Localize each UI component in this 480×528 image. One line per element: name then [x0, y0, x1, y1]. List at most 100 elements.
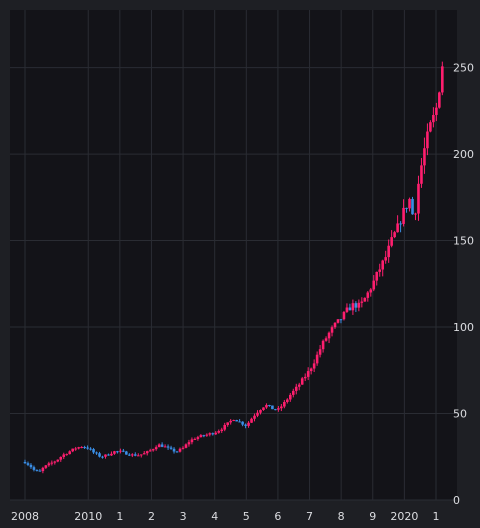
candle-body — [187, 442, 191, 445]
candle-body — [277, 408, 280, 410]
candle-body — [351, 303, 355, 311]
candle-body — [399, 223, 402, 225]
x-tick-label: 9 — [369, 510, 376, 523]
plot-area — [10, 10, 457, 500]
candle-body — [280, 406, 283, 409]
candle-body — [354, 303, 358, 308]
candle-body — [62, 454, 66, 457]
candle-body — [414, 213, 417, 215]
candle-body — [381, 260, 385, 270]
candle-body — [77, 447, 80, 449]
candle-body — [288, 394, 292, 400]
x-tick-label: 2020 — [390, 510, 418, 523]
candle-body — [441, 66, 444, 93]
candle-body — [283, 401, 286, 407]
y-tick-label: 200 — [453, 148, 474, 161]
candle-body — [256, 412, 259, 416]
candle-body — [190, 439, 194, 443]
candle-body — [139, 454, 143, 456]
candle-body — [113, 451, 116, 454]
candle-body — [178, 448, 182, 452]
candle-body — [151, 449, 155, 451]
candle-body — [131, 454, 134, 456]
y-tick-label: 100 — [453, 321, 474, 334]
x-tick-label: 4 — [211, 510, 218, 523]
candle-body — [145, 451, 149, 454]
candle-body — [432, 114, 435, 123]
candle-body — [175, 451, 179, 453]
candle-body — [136, 455, 140, 457]
candle-body — [303, 376, 307, 379]
candle-body — [408, 198, 411, 209]
candle-body — [154, 447, 158, 450]
candle-body — [196, 437, 200, 439]
candle-body — [119, 450, 122, 452]
candle-body — [65, 454, 69, 456]
candle-body — [83, 447, 86, 449]
candle-body — [199, 435, 203, 438]
candle-body — [417, 183, 420, 214]
candle-body — [142, 453, 146, 455]
candle-body — [300, 378, 304, 385]
candle-body — [390, 237, 393, 246]
candle-body — [181, 447, 185, 449]
candle-body — [435, 107, 438, 115]
candle-body — [74, 448, 77, 450]
candle-body — [411, 198, 414, 215]
candle-body — [53, 461, 57, 463]
candle-body — [268, 405, 271, 407]
candle-body — [68, 451, 72, 455]
candle-body — [330, 327, 334, 333]
candle-body — [291, 390, 295, 395]
candle-body — [220, 429, 224, 432]
candle-body — [384, 257, 387, 261]
candle-body — [166, 446, 170, 448]
candle-body — [98, 453, 101, 457]
candle-body — [363, 297, 367, 302]
x-tick-label: 3 — [180, 510, 187, 523]
candle-body — [172, 448, 176, 452]
candle-body — [262, 407, 265, 411]
candle-body — [44, 465, 48, 468]
candle-body — [259, 410, 262, 413]
y-tick-label: 50 — [453, 408, 467, 421]
candle-body — [342, 311, 346, 320]
candle-body — [253, 415, 256, 419]
candle-body — [160, 444, 164, 447]
candle-body — [318, 349, 322, 355]
candle-body — [396, 223, 399, 233]
candle-body — [372, 280, 376, 290]
x-tick-label: 2010 — [74, 510, 102, 523]
candle-body — [205, 434, 209, 436]
candle-body — [202, 435, 206, 437]
candle-body — [309, 368, 313, 372]
candle-body — [211, 433, 215, 435]
candle-body — [59, 456, 63, 460]
candle-body — [148, 450, 152, 452]
candle-body — [265, 405, 268, 408]
candle-body — [294, 386, 298, 391]
candle-body — [128, 454, 131, 456]
candle-body — [38, 470, 42, 472]
candle-body — [116, 451, 119, 453]
candle-body — [369, 289, 373, 293]
candle-body — [32, 467, 36, 470]
candle-body — [235, 420, 238, 422]
candle-body — [184, 444, 188, 448]
x-tick-label: 1 — [116, 510, 123, 523]
candle-body — [286, 399, 289, 402]
candle-body — [312, 363, 316, 369]
y-tick-label: 250 — [453, 62, 474, 75]
candle-body — [41, 467, 45, 472]
candle-body — [95, 452, 98, 454]
candle-body — [47, 463, 51, 466]
candle-body — [232, 420, 235, 422]
candle-body — [71, 448, 74, 452]
candle-body — [26, 463, 30, 465]
candle-body — [250, 418, 253, 423]
candle-body — [104, 454, 107, 457]
candle-body — [336, 319, 340, 323]
candle-body — [423, 148, 426, 166]
candle-body — [378, 269, 382, 272]
